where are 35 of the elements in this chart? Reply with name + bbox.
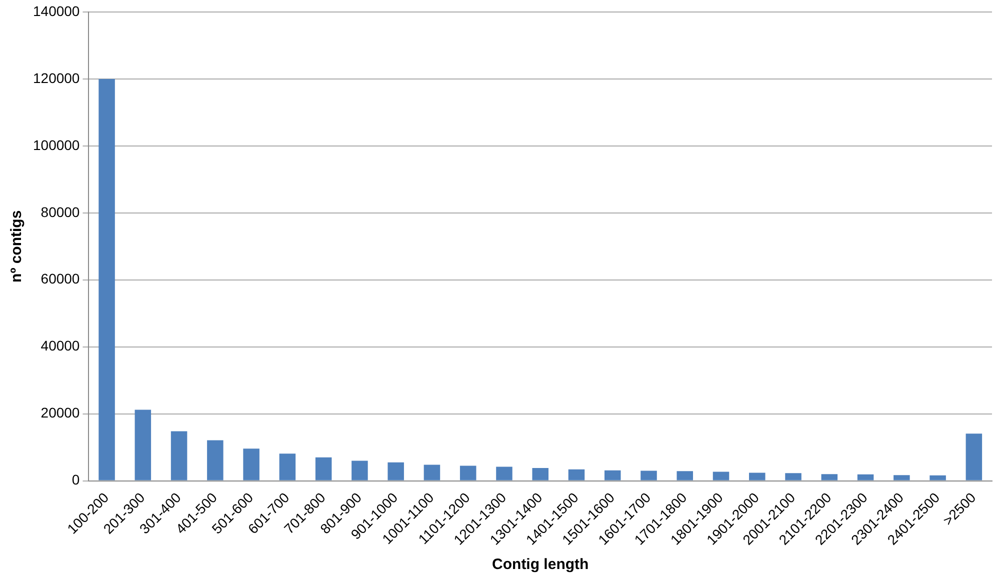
bar [315,457,332,480]
bar [857,474,874,480]
bar [676,471,694,480]
bar [460,466,476,480]
bar [568,469,585,480]
x-axis-title: Contig length [492,556,589,574]
bar [604,470,621,480]
bar [424,464,440,480]
bar [279,454,296,480]
bar [966,434,982,480]
bar [785,473,802,480]
y-tick-label: 40000 [40,338,80,354]
bar [134,410,152,480]
bar [640,470,657,480]
bar [749,472,766,480]
bar [243,448,260,480]
bar [496,466,512,480]
bar [388,462,404,480]
y-tick-label: 120000 [33,70,80,86]
bar [207,440,224,480]
bar [170,431,188,480]
y-tick-label: 60000 [40,270,80,287]
y-tick-label: 80000 [40,204,80,220]
bar [821,474,838,480]
bar [532,468,548,480]
y-tick-label: 0 [72,472,80,488]
bar [894,475,910,480]
bar [712,472,730,480]
bar [98,78,115,480]
bar [352,460,368,480]
y-tick-label: 20000 [40,404,80,421]
bar [930,475,946,480]
y-tick-label: 100000 [33,136,80,153]
y-tick-label: 140000 [33,2,80,19]
y-axis-title: nº contigs [8,210,26,282]
